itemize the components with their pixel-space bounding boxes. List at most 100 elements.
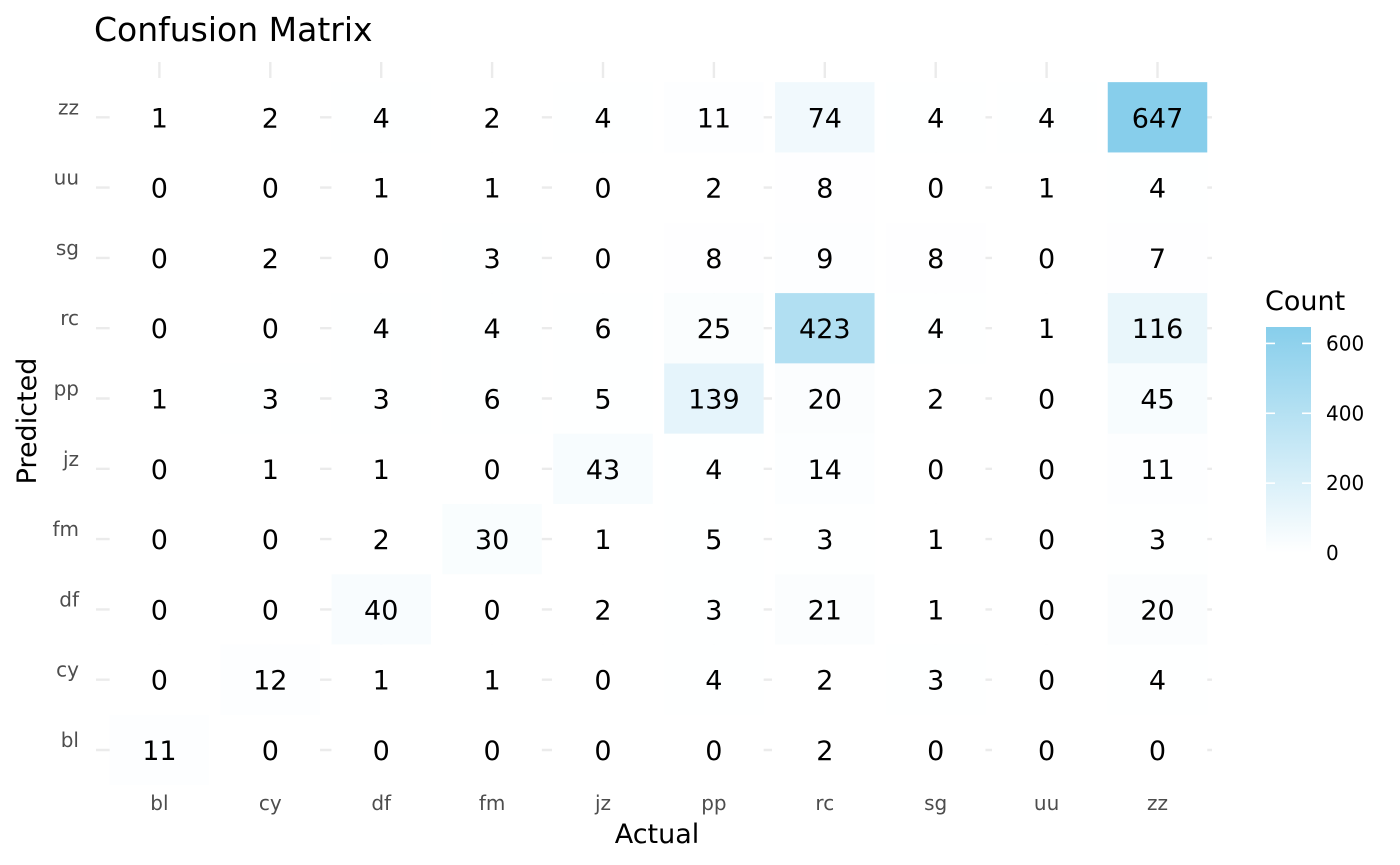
cell-label-uu-fm: 1: [484, 174, 501, 205]
x-tick-label-rc: rc: [815, 791, 834, 815]
cell-label-df-jz: 2: [594, 595, 611, 626]
heatmap-cell-jz-fm: [442, 433, 542, 504]
heatmap-cell-jz-sg: [885, 433, 986, 504]
cell-label-df-uu: 0: [1038, 595, 1055, 626]
heatmap-cell-zz-pp: [664, 82, 764, 153]
cell-label-pp-df: 3: [373, 385, 390, 416]
legend-tick-label-0: 0: [1326, 541, 1339, 565]
legend-colorbar: [1266, 327, 1311, 553]
heatmap-cell-bl-uu: [996, 714, 1097, 786]
heatmap-cell-cy-jz: [553, 644, 653, 715]
heatmap-cell-bl-bl: [109, 714, 210, 786]
cell-label-jz-bl: 0: [151, 455, 168, 486]
cell-label-df-pp: 3: [705, 595, 722, 626]
heatmap-cell-bl-fm: [442, 714, 542, 786]
cell-label-bl-zz: 0: [1149, 736, 1166, 767]
cell-label-uu-sg: 0: [927, 174, 944, 205]
heatmap-cell-uu-fm: [442, 152, 542, 223]
cell-label-uu-bl: 0: [151, 174, 168, 205]
cell-label-pp-uu: 0: [1038, 385, 1055, 416]
cell-label-zz-cy: 2: [262, 103, 279, 134]
heatmap-cell-zz-jz: [553, 82, 653, 153]
x-tick-label-fm: fm: [479, 791, 506, 815]
x-axis-ticks: bl cy df fm jz pp rc sg uu zz: [150, 791, 1168, 815]
heatmap-cell-sg-sg: [885, 222, 986, 294]
cell-label-zz-bl: 1: [151, 103, 168, 134]
heatmap-cell-pp-jz: [553, 363, 653, 434]
heatmap-cell-sg-jz: [553, 222, 653, 294]
heatmap-cell-cy-zz: [1107, 644, 1208, 715]
heatmap-cell-df-jz: [553, 574, 653, 645]
heatmap-cell-uu-sg: [885, 152, 986, 223]
cell-label-df-rc: 21: [808, 595, 842, 626]
cell-label-fm-pp: 5: [705, 525, 722, 556]
heatmap-cell-jz-pp: [664, 433, 764, 504]
cell-label-zz-fm: 2: [484, 103, 501, 134]
heatmap-cell-df-uu: [996, 574, 1097, 645]
cell-label-bl-rc: 2: [816, 736, 833, 767]
heatmap-cell-pp-df: [331, 363, 431, 434]
heatmap-cell-uu-pp: [664, 152, 764, 223]
heatmap-cell-pp-rc: [775, 363, 875, 434]
heatmap-cell-df-pp: [664, 574, 764, 645]
legend-tick-label-200: 200: [1326, 471, 1364, 495]
heatmap-cell-zz-rc: [775, 82, 875, 153]
cell-label-cy-jz: 0: [594, 666, 611, 697]
heatmap-cell-fm-sg: [885, 503, 986, 575]
heatmap-cell-sg-fm: [442, 222, 542, 294]
cell-label-fm-jz: 1: [594, 525, 611, 556]
heatmap-cell-fm-pp: [664, 503, 764, 575]
cell-label-zz-jz: 4: [594, 103, 611, 134]
cell-label-uu-cy: 0: [262, 174, 279, 205]
cell-label-fm-df: 2: [373, 525, 390, 556]
heatmap-cell-bl-sg: [885, 714, 986, 786]
heatmap-cell-cy-df: [331, 644, 431, 715]
cell-label-rc-pp: 25: [697, 314, 731, 345]
heatmap-cell-fm-df: [331, 503, 431, 575]
heatmap-cell-uu-rc: [775, 152, 875, 223]
heatmap-cell-fm-fm: [442, 503, 542, 575]
heatmap-cell-cy-cy: [220, 644, 321, 715]
cell-label-zz-df: 4: [373, 103, 390, 134]
cell-label-sg-fm: 3: [484, 244, 501, 275]
cell-label-sg-df: 0: [373, 244, 390, 275]
heatmap-cell-jz-zz: [1107, 433, 1208, 504]
heatmap-cell-sg-zz: [1107, 222, 1208, 294]
heatmap-cell-df-rc: [775, 574, 875, 645]
heatmap-cell-df-fm: [442, 574, 542, 645]
heatmap-cell-df-zz: [1107, 574, 1208, 645]
heatmap-cell-df-bl: [109, 574, 210, 645]
heatmap-cell-pp-zz: [1107, 363, 1208, 434]
cell-label-jz-pp: 4: [705, 455, 722, 486]
y-tick-label-cy: cy: [56, 658, 79, 682]
heatmap-cell-bl-df: [331, 714, 431, 786]
heatmap-cell-pp-bl: [109, 363, 210, 434]
heatmap-cell-zz-bl: [109, 82, 210, 153]
heatmap-cell-rc-pp: [664, 293, 764, 364]
y-axis-title: Predicted: [12, 358, 43, 485]
x-tick-label-pp: pp: [701, 791, 726, 815]
cell-label-fm-bl: 0: [151, 525, 168, 556]
cell-label-pp-sg: 2: [927, 385, 944, 416]
cell-label-bl-uu: 0: [1038, 736, 1055, 767]
cell-label-bl-fm: 0: [484, 736, 501, 767]
cell-label-pp-pp: 139: [688, 385, 740, 416]
cell-label-sg-sg: 8: [927, 244, 944, 275]
legend-tick-label-400: 400: [1326, 401, 1364, 425]
cell-label-uu-df: 1: [373, 174, 390, 205]
cell-label-bl-sg: 0: [927, 736, 944, 767]
heatmap-cell-pp-sg: [885, 363, 986, 434]
cell-label-jz-fm: 0: [484, 455, 501, 486]
y-axis-ticks: bl cy df fm jz pp rc sg uu zz: [52, 95, 79, 752]
heatmap-cell-bl-rc: [775, 714, 875, 786]
cell-label-zz-rc: 74: [808, 103, 842, 134]
heatmap-cell-uu-bl: [109, 152, 210, 223]
cell-label-df-bl: 0: [151, 595, 168, 626]
cell-label-sg-uu: 0: [1038, 244, 1055, 275]
cell-label-jz-cy: 1: [262, 455, 279, 486]
cell-label-cy-df: 1: [373, 666, 390, 697]
y-tick-label-fm: fm: [52, 517, 79, 541]
heatmap-cell-uu-zz: [1107, 152, 1208, 223]
cell-label-sg-pp: 8: [705, 244, 722, 275]
heatmap-cell-uu-cy: [220, 152, 321, 223]
